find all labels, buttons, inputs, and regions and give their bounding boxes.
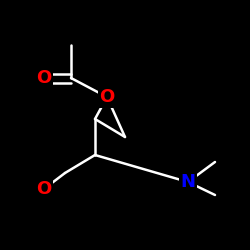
Text: N: N (180, 173, 196, 191)
Text: O: O (100, 88, 114, 106)
Text: O: O (36, 180, 52, 198)
Text: O: O (36, 69, 52, 87)
